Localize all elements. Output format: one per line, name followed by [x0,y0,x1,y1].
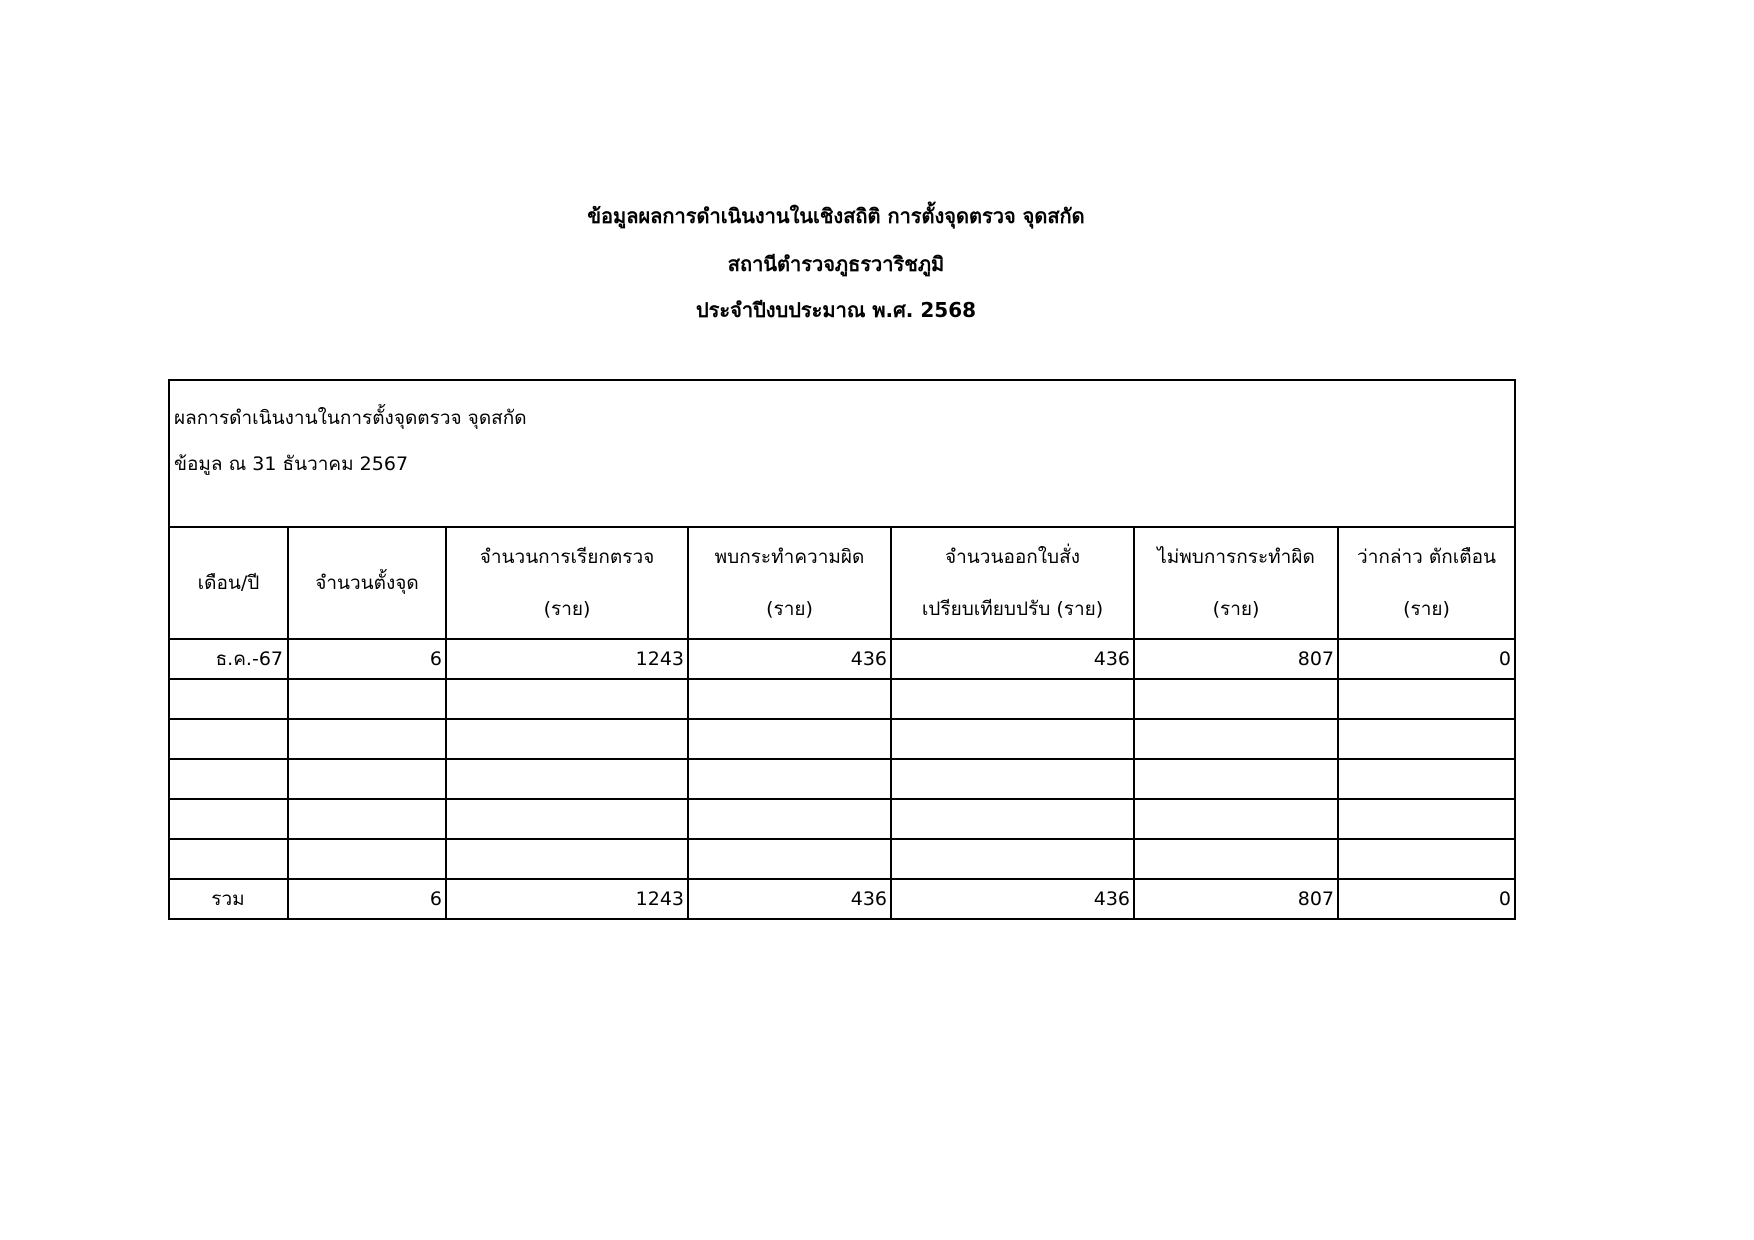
table-cell [168,838,289,880]
header-text: (ราย) [1403,598,1450,620]
table-cell [687,678,892,720]
header-text: จำนวนตั้งจุด [315,572,419,594]
table-row [168,838,1516,880]
table-cell: รวม [168,878,289,920]
header-row: เดือน/ปี จำนวนตั้งจุด จำนวนการเรียกตรวจ (รา… [168,526,1516,640]
table-cell [687,798,892,840]
column-header: จำนวนตั้งจุด [287,526,447,640]
table-cell [287,758,447,800]
table-cell [287,798,447,840]
header-text: เดือน/ปี [197,572,260,594]
header-text: (ราย) [1212,598,1260,620]
table-cell [1133,758,1339,800]
caption-title: ผลการดำเนินงานในการตั้งจุดตรวจ จุดสกัด [174,407,527,429]
header-text: จำนวนออกใบสั่ง [945,546,1080,568]
header-text: จำนวนการเรียกตรวจ [479,546,655,568]
table-cell [890,758,1135,800]
header-text: ว่ากล่าว ตักเตือน [1357,546,1496,568]
header-text: พบกระทำความผิด [714,546,865,568]
table-cell: 436 [890,878,1135,920]
column-header: จำนวนการเรียกตรวจ (ราย) [445,526,689,640]
header-text: เปรียบเทียบปรับ (ราย) [921,598,1104,620]
table-cell [1133,718,1339,760]
total-row: รวม 6 1243 436 436 807 0 [168,878,1516,920]
table-caption: ผลการดำเนินงานในการตั้งจุดตรวจ จุดสกัด ข… [168,379,1516,528]
table-cell [687,718,892,760]
table-cell: 807 [1133,638,1339,680]
table-cell [168,798,289,840]
header-text: (ราย) [766,598,813,620]
table-cell [890,678,1135,720]
table-cell [1337,838,1516,880]
table-cell: 436 [687,638,892,680]
table-cell: 1243 [445,638,689,680]
table-cell [890,718,1135,760]
header-text: ไม่พบการกระทำผิด [1157,546,1315,568]
header-text: (ราย) [543,598,591,620]
table-cell [890,798,1135,840]
table-cell [1337,678,1516,720]
table-cell [445,678,689,720]
table-cell [445,718,689,760]
table-cell: 1243 [445,878,689,920]
table-cell: 0 [1337,638,1516,680]
results-table: ผลการดำเนินงานในการตั้งจุดตรวจ จุดสกัด ข… [168,379,1516,920]
table-cell [1133,798,1339,840]
table-cell [445,758,689,800]
table-row [168,758,1516,800]
column-header: ไม่พบการกระทำผิด (ราย) [1133,526,1339,640]
table-row: ธ.ค.-67 6 1243 436 436 807 0 [168,638,1516,680]
table-cell [890,838,1135,880]
table-cell [1337,798,1516,840]
table-cell [287,838,447,880]
table-cell [287,678,447,720]
table-row [168,678,1516,720]
table-cell [445,798,689,840]
table-cell [168,758,289,800]
table-cell: 807 [1133,878,1339,920]
table-cell: 6 [287,638,447,680]
table-cell [1133,678,1339,720]
table-row [168,798,1516,840]
table-cell [687,838,892,880]
table-cell: 436 [687,878,892,920]
report-title: ข้อมูลผลการดำเนินงานในเชิงสถิติ การตั้งจ… [587,204,1085,228]
column-header: เดือน/ปี [168,526,289,640]
table-cell: 0 [1337,878,1516,920]
table-cell [445,838,689,880]
table-cell [687,758,892,800]
table-cell [168,678,289,720]
table-cell [287,718,447,760]
column-header: จำนวนออกใบสั่งเปรียบเทียบปรับ (ราย) [890,526,1135,640]
table-cell [1337,758,1516,800]
table-row [168,718,1516,760]
station-name: สถานีตำรวจภูธรวาริชภูมิ [727,252,945,276]
table-cell: ธ.ค.-67 [168,638,289,680]
table-cell: 436 [890,638,1135,680]
table-cell [1133,838,1339,880]
column-header: ว่ากล่าว ตักเตือน (ราย) [1337,526,1516,640]
table-cell [1337,718,1516,760]
fiscal-year: ประจำปีงบประมาณ พ.ศ. 2568 [695,298,977,322]
table-cell [168,718,289,760]
table-cell: 6 [287,878,447,920]
table-caption-row: ผลการดำเนินงานในการตั้งจุดตรวจ จุดสกัด ข… [168,379,1516,528]
column-header: พบกระทำความผิด (ราย) [687,526,892,640]
caption-date: ข้อมูล ณ 31 ธันวาคม 2567 [174,453,409,475]
